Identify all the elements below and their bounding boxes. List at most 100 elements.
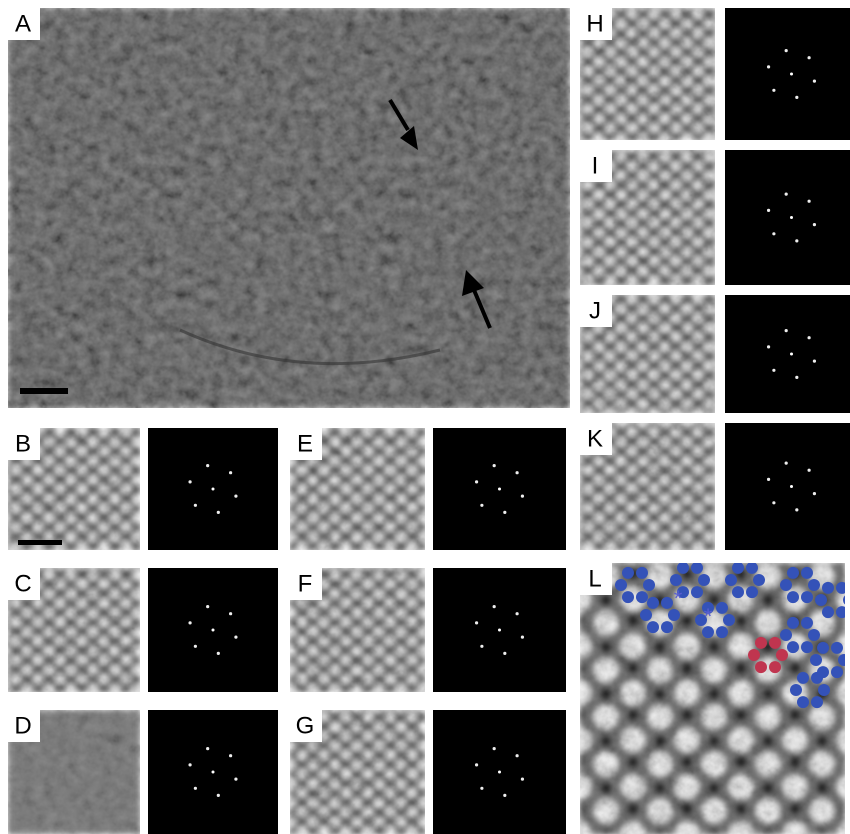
fft-spot (520, 635, 525, 639)
fft-spot (229, 471, 233, 475)
label-box (8, 428, 40, 460)
overlay-dot (702, 601, 714, 614)
image-panel (290, 568, 425, 692)
label-box (8, 568, 40, 600)
fft-spot (795, 239, 799, 243)
label-box (8, 710, 40, 742)
fft-spot (790, 216, 793, 219)
label-box (580, 150, 612, 182)
overlay-dot (817, 641, 829, 654)
fft-spot (211, 770, 215, 774)
fft-panel (725, 423, 850, 550)
fft-spot (474, 763, 479, 767)
panel-label: A (15, 10, 31, 37)
label-box (580, 8, 612, 40)
arc (179, 328, 441, 366)
overlay-dot (836, 581, 845, 594)
fft-spot (784, 48, 788, 53)
fft-spot (206, 604, 210, 609)
overlay-dot (647, 621, 659, 634)
arrow (388, 98, 410, 132)
overlay-dot (732, 563, 744, 574)
overlay-dot (808, 579, 820, 591)
overlay-dot (787, 591, 799, 604)
overlay-dot (748, 649, 760, 661)
arrowhead (400, 126, 418, 150)
fft-spot (766, 345, 771, 349)
overlay-dot (780, 579, 792, 591)
overlay-dot (753, 574, 765, 586)
overlay-dot (811, 696, 823, 709)
overlay-dot (801, 641, 813, 654)
overlay-dot (822, 581, 834, 594)
panel-label: L (588, 565, 601, 592)
overlay-dot (615, 579, 627, 591)
annotation: * (704, 604, 713, 629)
fft-spot (795, 508, 799, 512)
noise (8, 8, 570, 408)
label-box (8, 8, 40, 40)
fft-spot (766, 477, 771, 482)
panel-label: C (14, 570, 31, 597)
fft-spot (772, 88, 776, 92)
scale-bar (18, 540, 62, 545)
image-panel (580, 150, 715, 285)
panel-label: E (297, 430, 313, 457)
fft-spot (492, 463, 496, 468)
overlay-dot (780, 629, 792, 641)
overlay-dot (643, 579, 655, 591)
label-box (580, 295, 612, 327)
overlay-dot (843, 595, 845, 605)
fft-spot (234, 494, 238, 498)
fft-spot (492, 746, 496, 751)
fft-spot (766, 208, 771, 213)
overlay-dot (801, 566, 813, 579)
overlay-dot (831, 666, 843, 679)
fft-spot (784, 192, 788, 196)
overlay-dot (640, 609, 652, 621)
overlay-dot (815, 594, 827, 606)
overlay-dot (695, 614, 707, 626)
overlay-dot (723, 614, 735, 626)
overlay-dot (801, 591, 813, 604)
fft-spot (812, 222, 817, 227)
annotation: * (674, 586, 683, 611)
fft-spot (520, 777, 525, 781)
overlay-dot (811, 671, 823, 684)
fft-spot (807, 56, 811, 60)
fft-spot (795, 375, 799, 380)
fft-spot (503, 510, 507, 515)
fft-spot (795, 95, 799, 100)
panel-label: D (14, 712, 31, 739)
overlay-dot (838, 654, 845, 666)
overlay-dot (836, 606, 845, 619)
fft-panel (725, 150, 850, 285)
panel-label: H (586, 10, 603, 37)
fft-panel (725, 8, 850, 140)
fft-spot (188, 763, 192, 767)
overlay (615, 563, 845, 709)
fft-spot (807, 199, 811, 203)
fft-spot (193, 786, 197, 790)
label-box (580, 563, 612, 595)
fft-spot (216, 510, 220, 515)
overlay-dot (797, 671, 809, 684)
panels: A B C D E F G H I J K L * * (8, 8, 850, 834)
overlay-dot (818, 684, 830, 696)
fft-spot (515, 471, 519, 475)
fft-spot (480, 503, 484, 507)
overlay-dot (776, 649, 788, 661)
arrowhead (462, 270, 484, 296)
fft-spot (216, 651, 220, 656)
fft-spot (498, 770, 501, 774)
fft-spot (229, 754, 233, 758)
fft-spot (188, 621, 192, 625)
fft-spot (515, 612, 519, 616)
fft-spot (772, 368, 776, 372)
overlay-dot (801, 616, 813, 629)
fft-spot (206, 746, 210, 751)
fft-spot (474, 621, 479, 625)
fft-spot (206, 463, 210, 468)
fft-spot (772, 232, 776, 236)
